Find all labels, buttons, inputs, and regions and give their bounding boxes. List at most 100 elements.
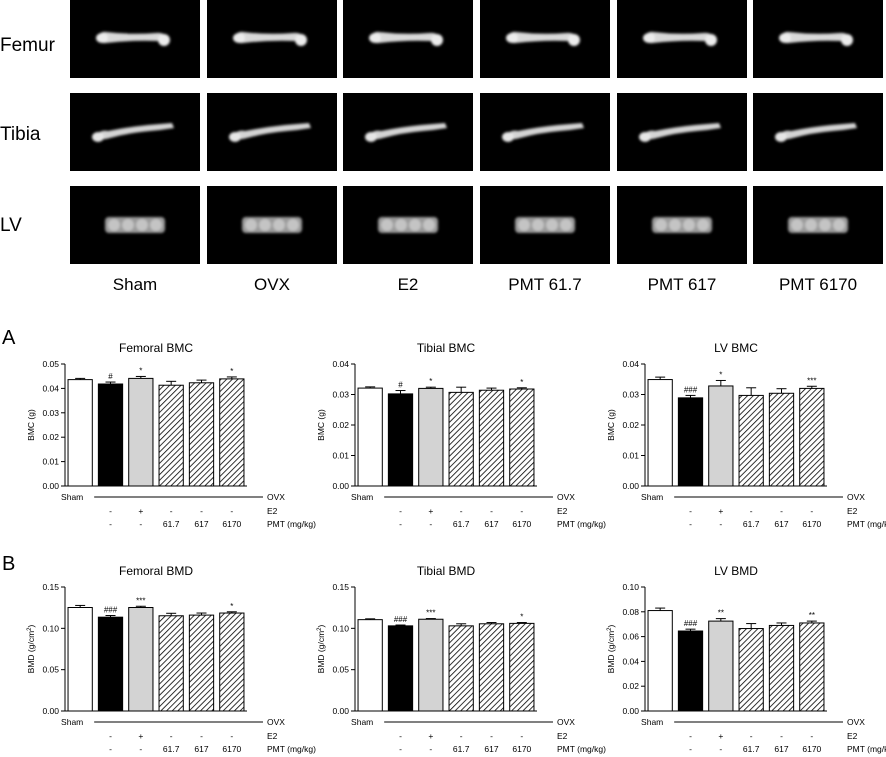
table-cell: 61.7 — [743, 744, 760, 754]
y-axis-label: BMD (g/cm2) — [606, 625, 616, 674]
chart-title: Femoral BMD — [119, 564, 193, 578]
y-tick-label: 0.01 — [42, 457, 59, 467]
significance-mark: * — [429, 377, 432, 386]
xray-tibia-5 — [617, 93, 747, 171]
xray-tibia-2 — [207, 93, 337, 171]
y-tick-label: 0.02 — [622, 420, 639, 430]
chart-title: Femoral BMC — [119, 341, 193, 355]
significance-mark: * — [230, 367, 233, 376]
bar-pmt-61-7 — [448, 391, 474, 487]
group-label-ovx: OVX — [267, 492, 285, 502]
table-cell: - — [810, 731, 813, 741]
row-label-pmt: PMT (mg/kg) — [267, 744, 316, 754]
row-label-e2: E2 — [267, 506, 278, 516]
xray-femur-5 — [617, 0, 747, 78]
y-tick-label: 0.01 — [622, 451, 639, 461]
y-tick-label: 0.10 — [42, 623, 59, 633]
bone-tibia-image — [639, 123, 721, 142]
table-cell: - — [719, 519, 722, 529]
table-cell: - — [490, 731, 493, 741]
xray-tibia-1 — [70, 93, 200, 171]
xray-lv-4 — [480, 186, 610, 264]
row-label-pmt: PMT (mg/kg) — [557, 744, 606, 754]
table-cell: 61.7 — [743, 519, 760, 529]
xray-femur-6 — [753, 0, 883, 78]
row-label-e2: E2 — [557, 731, 568, 741]
y-tick-label: 0.00 — [42, 481, 59, 491]
bar-e2 — [418, 618, 444, 712]
table-cell: - — [230, 731, 233, 741]
bar-sham — [357, 387, 383, 487]
y-tick-label: 0.03 — [332, 390, 349, 400]
y-tick-label: 0.00 — [622, 481, 639, 491]
table-cell: - — [520, 506, 523, 516]
table-cell: 61.7 — [163, 519, 180, 529]
bone-lv-image — [652, 217, 712, 233]
y-tick-label: 0.04 — [622, 656, 639, 666]
bone-lv-image — [378, 217, 438, 233]
table-cell: 617 — [774, 519, 788, 529]
bar-ovx — [677, 630, 704, 712]
xray-lv-6 — [753, 186, 883, 264]
table-cell: - — [139, 744, 142, 754]
significance-mark: ** — [718, 609, 724, 618]
chart-title: LV BMD — [714, 564, 758, 578]
chart-2: Tibial BMC 0.00 0.01 0.02 0.03 0.04 BMC (g) # * *… — [316, 341, 606, 529]
y-axis-label: BMC (g) — [316, 409, 326, 441]
y-axis-label: BMC (g) — [26, 409, 36, 441]
y-tick-label: 0.05 — [42, 359, 59, 369]
col-label-pmt-617: PMT 617 — [647, 275, 717, 294]
group-label-sham: Sham — [351, 717, 373, 727]
table-cell: - — [200, 731, 203, 741]
bone-femur-image — [369, 31, 443, 46]
table-cell: - — [460, 731, 463, 741]
row-label-pmt: PMT (mg/kg) — [847, 744, 886, 754]
table-cell: - — [490, 506, 493, 516]
bar-pmt-6170 — [219, 612, 245, 712]
row-label-pmt: PMT (mg/kg) — [267, 519, 316, 529]
chart-4: Femoral BMD 0.00 0.05 0.10 0.15 BMD (g/cm2) ##… — [26, 564, 316, 754]
chart-6: LV BMD 0.00 0.02 0.04 0.06 0.08 0.10 BMD (g/cm2… — [606, 564, 886, 754]
group-label-sham: Sham — [641, 492, 663, 502]
bone-femur-image — [233, 31, 307, 46]
significance-mark: ### — [104, 606, 118, 615]
bone-lv-image — [788, 217, 848, 233]
xray-lv-3 — [343, 186, 473, 264]
row-label-pmt: PMT (mg/kg) — [557, 519, 606, 529]
bar-e2 — [128, 607, 154, 712]
group-label-ovx: OVX — [267, 717, 285, 727]
xray-lv-5 — [617, 186, 747, 264]
table-cell: - — [399, 744, 402, 754]
bar-sham — [647, 379, 673, 487]
row-label-femur: Femur — [0, 35, 55, 56]
row-label-pmt: PMT (mg/kg) — [847, 519, 886, 529]
significance-mark: ** — [809, 611, 815, 620]
bone-lv-image — [105, 217, 165, 233]
bar-ovx — [677, 397, 704, 487]
table-cell: - — [399, 731, 402, 741]
table-cell: - — [429, 519, 432, 529]
y-tick-label: 0.04 — [332, 359, 349, 369]
bar-pmt-6170 — [799, 622, 825, 712]
table-cell: + — [428, 731, 433, 741]
significance-mark: ### — [394, 615, 408, 624]
table-cell: 6170 — [512, 519, 531, 529]
significance-mark: * — [230, 602, 233, 611]
table-cell: - — [230, 506, 233, 516]
table-cell: - — [780, 506, 783, 516]
col-label-ovx: OVX — [254, 275, 290, 294]
table-cell: - — [399, 519, 402, 529]
xray-femur-4 — [480, 0, 610, 78]
y-axis-label: BMD (g/cm2) — [316, 625, 326, 674]
significance-mark: *** — [807, 376, 816, 385]
y-tick-label: 0.05 — [332, 665, 349, 675]
xray-tibia-4 — [480, 93, 610, 171]
bone-tibia-image — [775, 123, 857, 142]
table-cell: 6170 — [222, 519, 241, 529]
y-tick-label: 0.04 — [42, 383, 59, 393]
bone-tibia-image — [92, 123, 174, 142]
significance-mark: *** — [136, 596, 145, 605]
row-label-e2: E2 — [847, 731, 858, 741]
